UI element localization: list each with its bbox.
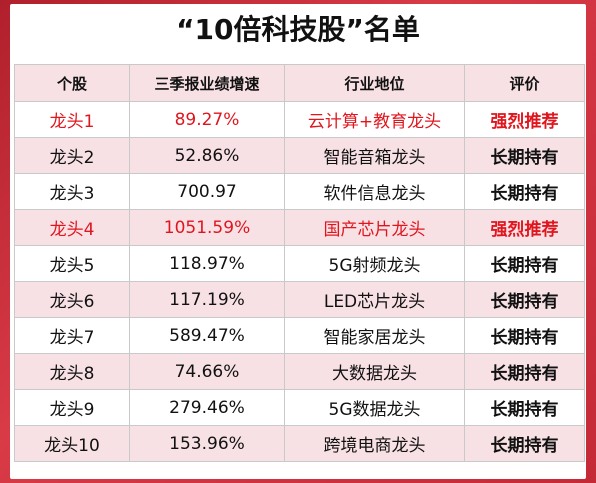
cell-stock: 龙头6 xyxy=(14,281,130,318)
cell-rating: 强烈推荐 xyxy=(464,101,585,138)
table-row: 龙头10 153.96% 跨境电商龙头 长期持有 xyxy=(14,425,585,462)
cell-stock: 龙头5 xyxy=(14,245,130,282)
table-row: 龙头5 118.97% 5G射频龙头 长期持有 xyxy=(14,245,585,282)
cell-stock: 龙头1 xyxy=(14,101,130,138)
cell-growth: 153.96% xyxy=(129,425,285,462)
cell-rating: 长期持有 xyxy=(464,389,585,426)
table-row: 龙头2 52.86% 智能音箱龙头 长期持有 xyxy=(14,137,585,174)
cell-position: LED芯片龙头 xyxy=(284,281,465,318)
cell-stock: 龙头2 xyxy=(14,137,130,174)
cell-growth: 118.97% xyxy=(129,245,285,282)
cell-rating: 长期持有 xyxy=(464,353,585,390)
table-row: 龙头7 589.47% 智能家居龙头 长期持有 xyxy=(14,317,585,354)
table-row: 龙头9 279.46% 5G数据龙头 长期持有 xyxy=(14,389,585,426)
cell-growth: 1051.59% xyxy=(129,209,285,246)
header-rating: 评价 xyxy=(464,64,585,102)
table-row: 龙头1 89.27% 云计算+教育龙头 强烈推荐 xyxy=(14,101,585,138)
cell-position: 5G数据龙头 xyxy=(284,389,465,426)
cell-position: 云计算+教育龙头 xyxy=(284,101,465,138)
cell-growth: 52.86% xyxy=(129,137,285,174)
table-header-row: 个股 三季报业绩增速 行业地位 评价 xyxy=(14,64,585,102)
cell-rating: 长期持有 xyxy=(464,137,585,174)
cell-growth: 89.27% xyxy=(129,101,285,138)
cell-position: 5G射频龙头 xyxy=(284,245,465,282)
header-growth: 三季报业绩增速 xyxy=(129,64,285,102)
cell-rating: 长期持有 xyxy=(464,425,585,462)
page-title: “10倍科技股”名单 xyxy=(176,13,420,46)
cell-stock: 龙头4 xyxy=(14,209,130,246)
table-row: 龙头3 700.97 软件信息龙头 长期持有 xyxy=(14,173,585,210)
cell-growth: 589.47% xyxy=(129,317,285,354)
cell-stock: 龙头3 xyxy=(14,173,130,210)
cell-growth: 117.19% xyxy=(129,281,285,318)
cell-growth: 279.46% xyxy=(129,389,285,426)
table-row: 龙头6 117.19% LED芯片龙头 长期持有 xyxy=(14,281,585,318)
cell-stock: 龙头8 xyxy=(14,353,130,390)
cell-rating: 长期持有 xyxy=(464,245,585,282)
cell-rating: 长期持有 xyxy=(464,173,585,210)
cell-stock: 龙头10 xyxy=(14,425,130,462)
cell-position: 软件信息龙头 xyxy=(284,173,465,210)
table-row: 龙头4 1051.59% 国产芯片龙头 强烈推荐 xyxy=(14,209,585,246)
cell-growth: 700.97 xyxy=(129,173,285,210)
cell-growth: 74.66% xyxy=(129,353,285,390)
cell-rating: 长期持有 xyxy=(464,281,585,318)
cell-position: 智能音箱龙头 xyxy=(284,137,465,174)
cell-stock: 龙头7 xyxy=(14,317,130,354)
header-stock: 个股 xyxy=(14,64,130,102)
stock-table: 个股 三季报业绩增速 行业地位 评价 龙头1 89.27% 云计算+教育龙头 强烈推荐… xyxy=(14,64,585,462)
cell-position: 国产芯片龙头 xyxy=(284,209,465,246)
cell-position: 智能家居龙头 xyxy=(284,317,465,354)
cell-position: 跨境电商龙头 xyxy=(284,425,465,462)
table-row: 龙头8 74.66% 大数据龙头 长期持有 xyxy=(14,353,585,390)
cell-stock: 龙头9 xyxy=(14,389,130,426)
cell-rating: 强烈推荐 xyxy=(464,209,585,246)
cell-position: 大数据龙头 xyxy=(284,353,465,390)
cell-rating: 长期持有 xyxy=(464,317,585,354)
header-position: 行业地位 xyxy=(284,64,465,102)
